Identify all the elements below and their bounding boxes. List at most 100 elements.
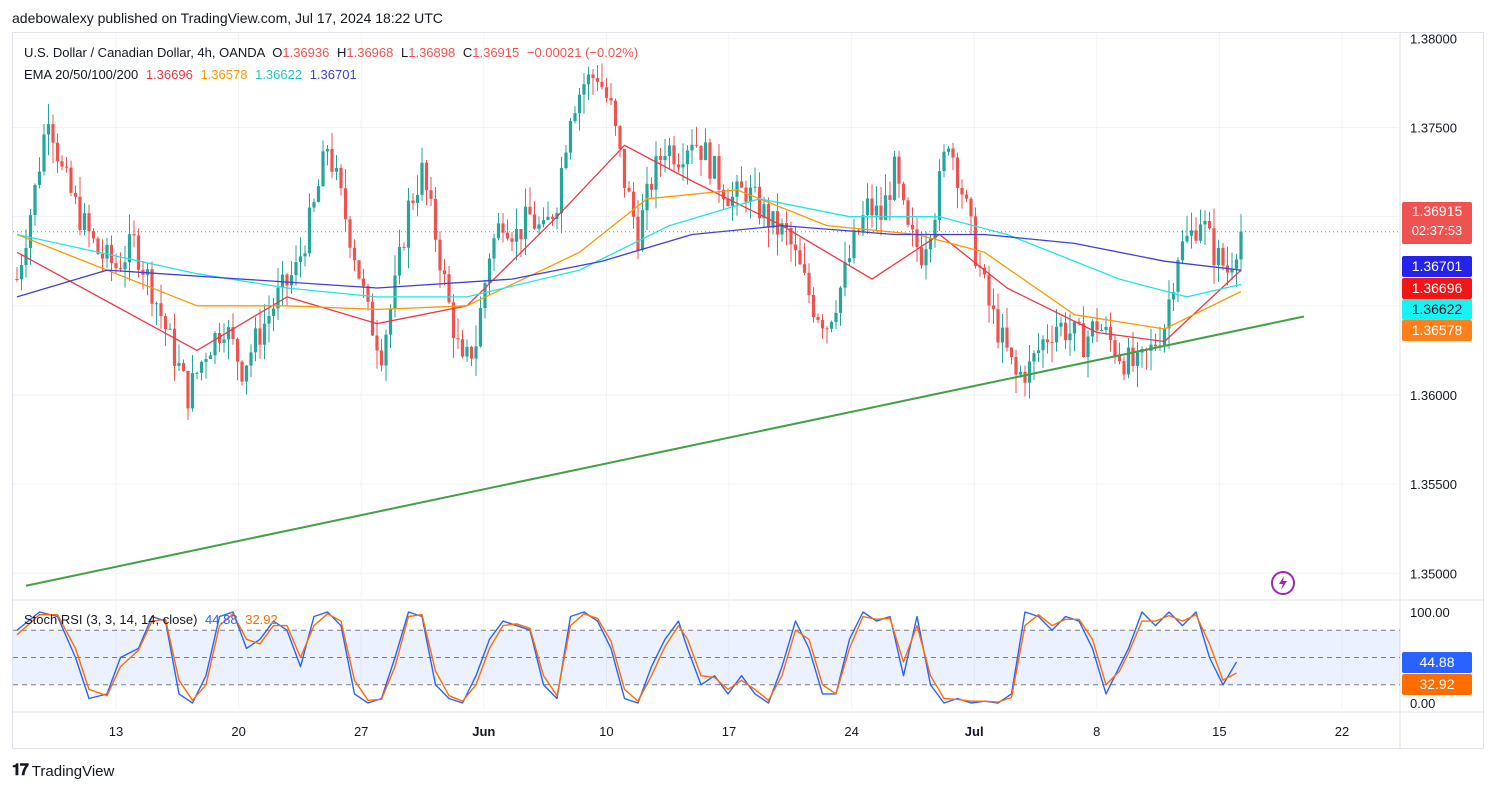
candle-body [28,215,33,249]
candle-body [339,167,343,189]
candle-body [181,363,186,371]
candle-body [910,224,915,230]
candle-body [1185,235,1189,242]
candle-body [820,320,825,329]
high-value: 1.36968 [346,45,394,60]
candle-body [996,309,1000,343]
candle-body [937,171,942,220]
candle-body [1090,321,1095,337]
candle-body [1081,323,1086,358]
symbol-title[interactable]: U.S. Dollar / Canadian Dollar, 4h, OANDA [24,45,265,60]
candle-body [492,238,496,259]
candle-body [127,234,132,263]
candle-body [163,316,168,330]
candle-body [1117,355,1122,362]
open-value: 1.36936 [282,45,330,60]
candle-body [1135,352,1140,367]
candle-body [172,328,177,366]
candle-body [780,223,784,235]
candle-body [159,303,163,317]
candle-body [667,145,672,156]
x-tick-label: 8 [1093,724,1100,739]
candle-body [352,247,357,261]
x-tick-label: 15 [1212,724,1226,739]
lightning-icon[interactable] [1270,570,1296,596]
candle-body [280,274,285,288]
candle-body [325,148,330,152]
candle-body [244,365,249,382]
candle-body [1131,347,1135,367]
candle-body [919,247,924,266]
candle-body [118,268,123,270]
candle-body [1063,322,1068,341]
candle-body [636,216,640,250]
candle-body [145,269,150,275]
candle-body [451,302,456,339]
candle-body [532,214,537,229]
candle-body [595,78,600,82]
candle-body [573,113,577,122]
candle-body [1180,241,1185,261]
candle-body [793,244,798,251]
candle-body [1230,268,1234,273]
x-tick-label: Jun [472,724,495,739]
candle-body [1104,326,1108,330]
candle-body [843,262,847,288]
candle-body [253,328,258,353]
candle-body [366,286,370,302]
brand-name: TradingView [31,762,115,780]
candle-body [802,264,807,273]
stoch-d-line [16,613,1237,703]
candle-body [649,183,654,190]
candle-body [546,216,550,221]
candle-body [100,253,105,259]
candle-body [694,144,699,146]
candle-body [744,187,748,202]
ema-line-ema20 [16,144,1242,352]
ema-label[interactable]: EMA 20/50/100/200 [24,67,139,82]
candle-body [721,189,726,200]
candle-body [807,272,811,295]
candle-body [955,157,960,189]
candle-body [343,188,348,220]
candle-body [708,142,712,179]
chart-frame [12,32,1484,749]
candle-body [168,328,172,330]
candle-body [892,156,897,200]
footer-brand[interactable]: 𝟏𝟕 TradingView [12,762,114,780]
candle-body [307,207,312,254]
candle-body [204,359,208,362]
ema50-value: 1.36578 [200,67,248,82]
candle-body [1221,247,1225,266]
candle-body [1000,327,1005,343]
candle-body [1077,321,1081,324]
candle-body [69,167,73,193]
candle-body [703,142,708,161]
candle-body [258,328,262,345]
candle-body [316,186,321,203]
close-label: C [462,45,473,60]
candle-body [514,229,519,242]
candle-body [136,235,141,270]
ema20-value: 1.36696 [145,67,193,82]
candle-body [1014,357,1018,375]
candle-body [1234,259,1239,269]
ema-line-ema50 [16,189,1242,330]
candle-body [865,198,870,216]
stoch-label[interactable]: Stoch RSI (3, 3, 14, 14, close) [24,612,198,627]
candle-body [420,162,424,195]
candle-body [262,323,267,345]
candle-body [460,339,465,357]
candle-body [559,168,564,214]
x-tick-label: 22 [1335,724,1349,739]
candle-body [303,253,307,257]
candle-body [60,161,64,167]
candle-body [1189,230,1194,236]
candle-body [1122,361,1126,375]
candle-body [1153,344,1158,347]
candle-body [109,244,114,264]
stoch-legend: Stoch RSI (3, 3, 14, 14, close) 44.88 32… [24,612,278,627]
candle-body [154,303,159,305]
candle-body [1009,347,1014,358]
